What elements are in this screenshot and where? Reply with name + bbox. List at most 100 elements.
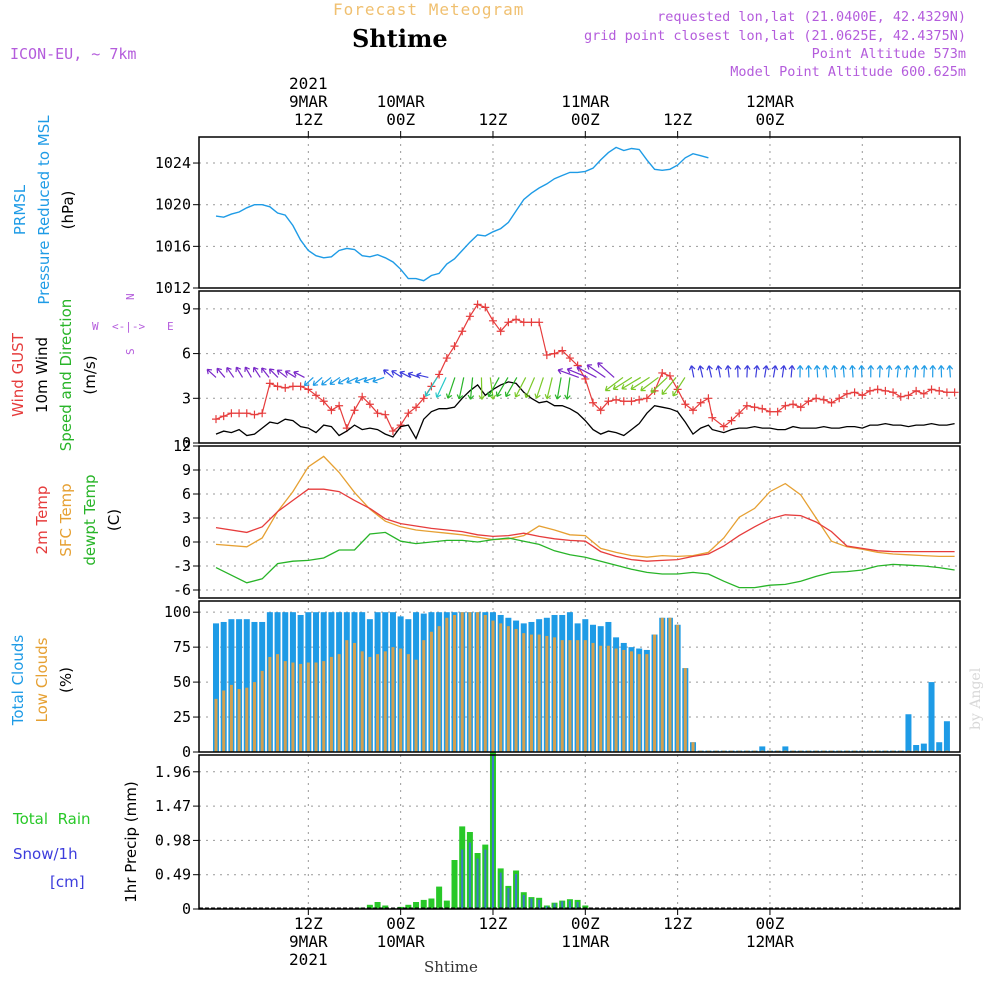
wind-direction-arrow: [831, 365, 838, 378]
pressure-panel: 1012 1016 1020 1024: [155, 137, 960, 297]
panel-label: 2m Temp: [33, 485, 51, 555]
precip-panel: 0 0.49 0.98 1.47 1.96: [155, 751, 960, 918]
rain-bar: [582, 905, 589, 909]
point-altitude: Point Altitude 573m: [811, 46, 966, 62]
wind-direction-arrow: [743, 365, 751, 378]
low-cloud-bar: [499, 623, 503, 752]
panel-label: (C): [105, 508, 123, 532]
low-cloud-bar: [237, 689, 241, 752]
gust-marker: [881, 386, 890, 395]
snow-bar: [530, 898, 533, 909]
panel-label: 10m Wind: [33, 336, 51, 414]
gust-marker: [235, 409, 244, 418]
y-tick-label: 6: [182, 485, 191, 503]
bottom-time-label: 2021: [289, 950, 328, 969]
gust-marker: [589, 398, 598, 407]
gust-marker: [773, 407, 782, 416]
rain-bar: [428, 898, 435, 909]
gust-marker: [350, 406, 359, 415]
snow-bar: [545, 906, 548, 909]
wind-direction-arrow: [363, 376, 376, 384]
wind-direction-arrow: [566, 367, 588, 378]
gust-marker: [419, 394, 428, 403]
y-tick-label: 12: [173, 437, 191, 455]
low-cloud-bar: [529, 634, 533, 752]
gust-marker: [896, 392, 905, 401]
wind-direction-arrow: [672, 377, 686, 397]
credit-watermark: by Angel: [968, 667, 984, 730]
low-cloud-bar: [606, 645, 610, 752]
temperature-panel: -6 -3 0 3 6 9 12: [173, 437, 960, 599]
gust-marker: [288, 382, 297, 391]
wind-direction-arrow: [524, 377, 536, 399]
gust-marker: [596, 406, 605, 415]
footer-location: Shtime: [424, 958, 478, 976]
low-cloud-bar: [660, 617, 664, 752]
gust-marker: [304, 385, 313, 394]
low-cloud-bar: [583, 640, 587, 752]
gust-marker: [842, 389, 851, 398]
gust-marker: [281, 383, 290, 392]
wind-direction-arrow: [456, 377, 465, 400]
bottom-time-label: 9MAR: [289, 932, 328, 951]
compass-n: N: [124, 293, 137, 300]
y-tick-label: 3: [182, 389, 191, 407]
rain-bar: [436, 886, 443, 909]
snow-bar: [476, 858, 479, 909]
wind-direction-arrow: [724, 365, 732, 378]
gust-marker: [942, 388, 951, 397]
wind-direction-arrow: [312, 376, 323, 386]
wind-direction-arrow: [268, 368, 279, 378]
gust-marker: [519, 318, 528, 327]
gust-marker: [935, 386, 944, 395]
gust-marker: [535, 318, 544, 327]
gust-marker: [858, 391, 867, 400]
gust-marker: [635, 395, 644, 404]
wind-direction-arrow: [788, 365, 796, 378]
wind-direction-arrow: [805, 365, 812, 378]
wind-direction-arrow: [697, 365, 704, 378]
rain-bar: [413, 902, 420, 909]
low-cloud-bar: [345, 640, 349, 752]
wind-direction-arrow: [822, 365, 830, 378]
low-cloud-bar: [414, 659, 418, 752]
wind-direction-arrow: [445, 377, 456, 399]
y-tick-label: 1016: [155, 237, 191, 255]
rain-bar: [374, 902, 381, 909]
bottom-time-label: 12Z: [663, 914, 692, 933]
y-tick-label: 1020: [155, 196, 191, 214]
gust-marker: [381, 410, 390, 419]
gust-marker: [919, 389, 928, 398]
wind-direction-arrow: [661, 377, 677, 395]
meteogram-title: Forecast Meteogram: [333, 0, 525, 19]
low-cloud-bar: [283, 661, 287, 752]
wind-direction-arrow: [912, 365, 919, 378]
low-cloud-bar: [483, 614, 487, 752]
bottom-time-label: 12MAR: [746, 932, 795, 951]
gust-marker: [496, 327, 505, 336]
y-tick-label: 0: [182, 434, 191, 452]
y-tick-label: -6: [173, 581, 191, 599]
compass-cross: <-|->: [112, 320, 145, 333]
gust-marker: [412, 403, 421, 412]
panel-frame: [198, 136, 961, 289]
snow-bar: [522, 895, 525, 909]
y-tick-label: 6: [182, 345, 191, 363]
y-tick-label: 100: [164, 603, 191, 621]
wind-direction-arrow: [252, 366, 261, 378]
y-tick-label: 0.98: [155, 831, 191, 849]
low-cloud-bar: [245, 687, 249, 752]
y-tick-label: 0: [182, 743, 191, 761]
wind-direction-arrow: [346, 376, 358, 384]
low-cloud-bar: [222, 690, 226, 752]
model-label: ICON-EU, ~ 7km: [10, 45, 137, 63]
wind-direction-arrow: [329, 376, 341, 385]
wind-direction-arrow: [354, 376, 367, 384]
rain-bar: [451, 860, 458, 909]
low-cloud-bar: [668, 617, 672, 752]
gust-marker: [442, 354, 451, 363]
snow-bar: [468, 842, 471, 909]
gust-marker: [512, 315, 521, 324]
dewpoint-line: [215, 531, 955, 589]
